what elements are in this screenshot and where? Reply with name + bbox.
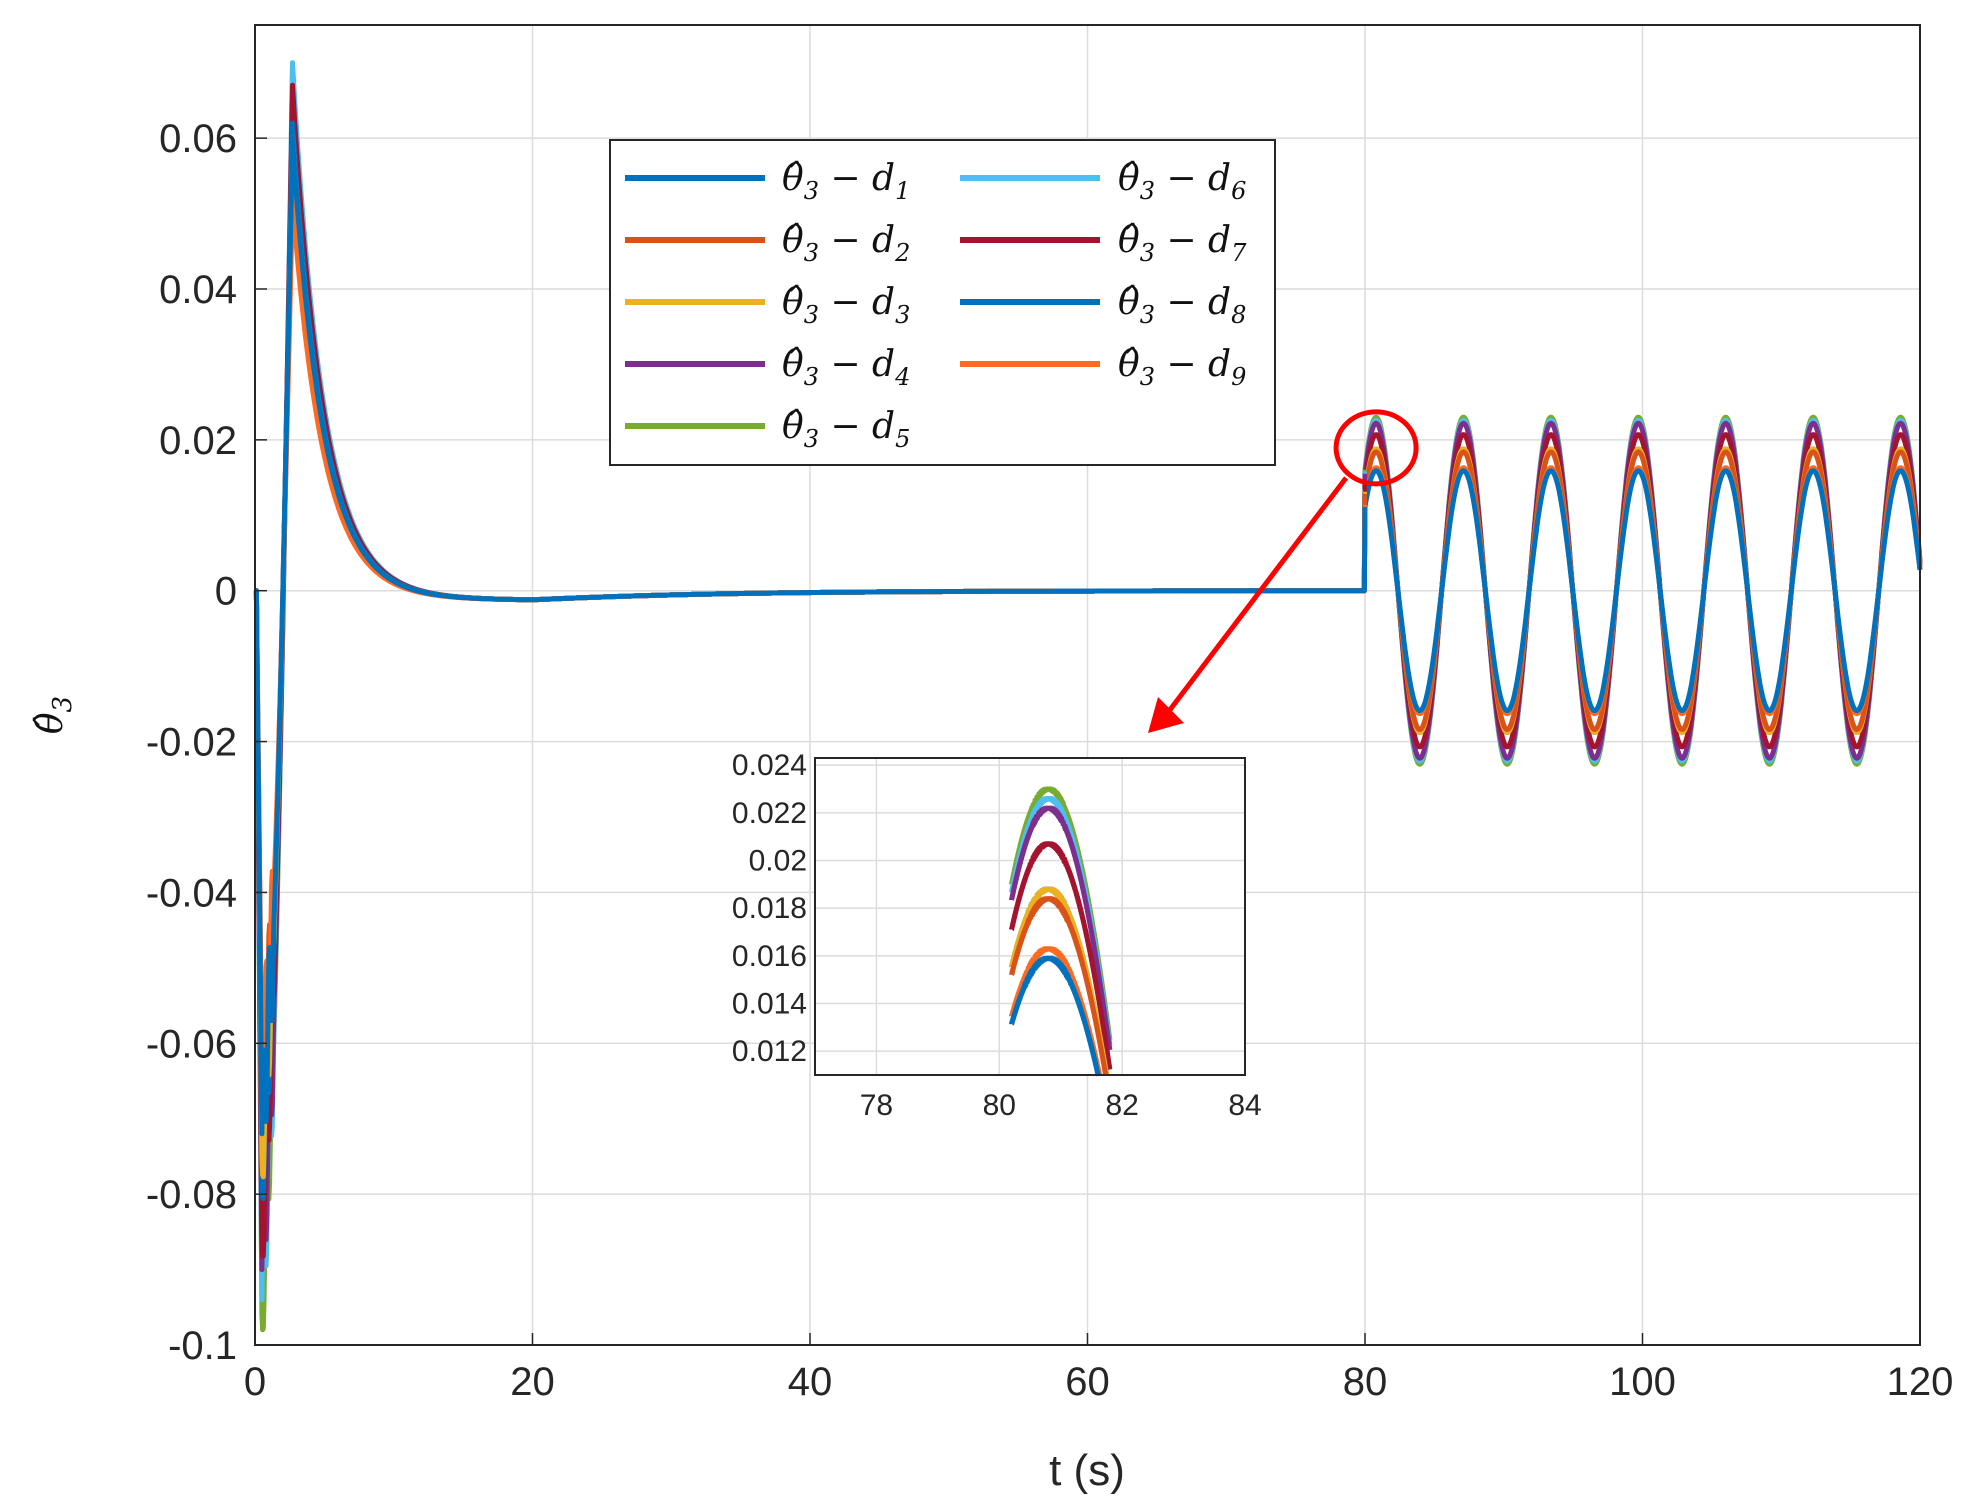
- legend-item-3: θ̂3 − d3: [625, 282, 910, 329]
- y-axis-label: θ̂3: [30, 696, 78, 734]
- legend-label: θ̂3 − d8: [1118, 282, 1246, 329]
- inset-y-tick-label: 0.024: [732, 749, 807, 782]
- series-line-8: [253, 135, 1923, 1137]
- inset-y-tick-label: 0.016: [732, 940, 807, 973]
- inset-series-line-7: [1009, 841, 1113, 1071]
- x-tick-label: 40: [788, 1360, 833, 1404]
- x-axis-label: t (s): [1049, 1446, 1125, 1495]
- legend-item-8: θ̂3 − d8: [960, 282, 1246, 329]
- y-tick-label: -0.1: [168, 1324, 237, 1368]
- y-tick-label: -0.02: [146, 721, 237, 765]
- y-tick-label: -0.04: [146, 871, 237, 915]
- inset-series-line-8: [1009, 955, 1101, 1077]
- legend-label: θ̂3 − d1: [782, 158, 910, 205]
- inset-y-tick-label: 0.014: [732, 987, 807, 1020]
- inset-series-line-2: [1009, 896, 1109, 1076]
- inset-plot: 78 80 82 84 0.012 0.014 0.016 0.018 0.02 0.022 0.0…: [732, 749, 1262, 1122]
- inset-x-tick-label: 82: [1105, 1089, 1138, 1122]
- legend-item-4: θ̂3 − d4: [625, 344, 910, 391]
- inset-y-tick-label: 0.018: [732, 892, 807, 925]
- legend-item-7: θ̂3 − d7: [960, 220, 1247, 267]
- inset-series-group: [1009, 786, 1113, 1077]
- x-tick-label: 80: [1343, 1360, 1388, 1404]
- main-series-group: [253, 60, 1923, 1333]
- inset-x-tick-label: 78: [860, 1089, 893, 1122]
- x-tick-label: 60: [1065, 1360, 1110, 1404]
- x-tick-label: 20: [510, 1360, 555, 1404]
- legend-label: θ̂3 − d6: [1118, 158, 1246, 205]
- x-tick-label: 100: [1609, 1360, 1676, 1404]
- main-tick-labels: 0 20 40 60 80 100 120 -0.1 -0.08 -0.06 -0.04 -0.02 0…: [146, 117, 1954, 1404]
- legend-label: θ̂3 − d7: [1118, 220, 1247, 267]
- zoom-arrow-head: [1148, 697, 1184, 733]
- inset-series-line-4: [1009, 805, 1113, 1051]
- legend-item-5: θ̂3 − d5: [625, 406, 910, 453]
- y-tick-label: -0.08: [146, 1173, 237, 1217]
- legend-label: θ̂3 − d5: [782, 406, 910, 453]
- svg-text:θ̂3: θ̂3: [30, 696, 78, 734]
- legend: θ̂3 − d1 θ̂3 − d2 θ̂3 − d3 θ̂3 − d4 θ̂3 − d5…: [609, 139, 1276, 466]
- inset-y-tick-label: 0.022: [732, 797, 807, 830]
- legend-label: θ̂3 − d9: [1118, 344, 1246, 391]
- legend-item-9: θ̂3 − d9: [960, 344, 1246, 391]
- x-tick-label: 120: [1887, 1360, 1954, 1404]
- x-tick-label: 0: [244, 1360, 266, 1404]
- legend-item-1: θ̂3 − d1: [625, 158, 910, 205]
- y-tick-label: 0.04: [159, 268, 237, 312]
- y-tick-label: 0.02: [159, 419, 237, 463]
- inset-frame: [814, 757, 1246, 1076]
- inset-x-tick-label: 84: [1228, 1089, 1261, 1122]
- y-tick-label: -0.06: [146, 1022, 237, 1066]
- legend-label: θ̂3 − d2: [782, 220, 910, 267]
- legend-item-6: θ̂3 − d6: [960, 158, 1246, 205]
- zoom-annotation: [1148, 409, 1419, 733]
- inset-y-tick-label: 0.012: [732, 1035, 807, 1068]
- inset-x-tick-label: 80: [983, 1089, 1016, 1122]
- y-tick-label: 0.06: [159, 117, 237, 161]
- legend-label: θ̂3 − d4: [782, 344, 910, 391]
- zoom-arrow-line: [1164, 476, 1349, 717]
- legend-label: θ̂3 − d3: [782, 282, 910, 329]
- inset-y-tick-label: 0.02: [749, 844, 807, 877]
- zoom-circle: [1333, 409, 1419, 487]
- inset-tick-labels: 78 80 82 84 0.012 0.014 0.016 0.018 0.02 0.022 0.0…: [732, 749, 1262, 1122]
- y-tick-label: 0: [215, 570, 237, 614]
- legend-item-2: θ̂3 − d2: [625, 220, 910, 267]
